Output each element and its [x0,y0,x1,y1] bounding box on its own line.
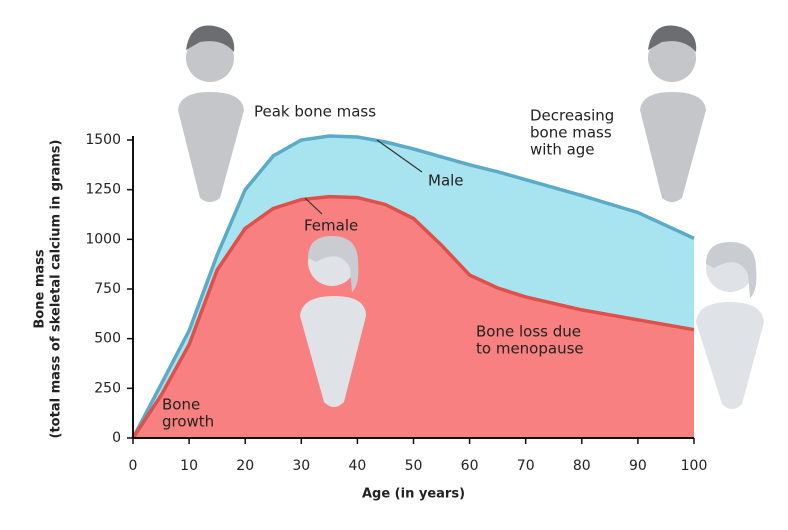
x-tick-label: 30 [292,458,310,474]
annotation: to menopause [476,340,584,358]
x-tick-label: 10 [180,458,198,474]
y-tick-label: 0 [112,430,121,446]
annotation: Peak bone mass [254,103,376,121]
annotation: with age [530,141,595,159]
series-label: Female [304,217,358,235]
female-figure-center [300,236,366,407]
plot [127,134,695,444]
male-figure-right [640,25,706,202]
series-line [131,194,695,439]
series-line [131,134,695,439]
male-figure-left [178,25,244,202]
labels: 0 10 20 30 40 50 60 70 80 90 100025050075010001250… [33,103,708,502]
y-tick-label: 1500 [85,132,121,148]
y-axis-title-line: (total mass of skeletal calcium in grams… [49,140,64,439]
x-tick-label: 80 [573,458,591,474]
x-tick-label: 20 [236,458,254,474]
annotation: Bone loss due [476,323,581,341]
annotation: growth [162,413,214,431]
y-tick-label: 250 [94,380,121,396]
series-label: Male [428,172,464,190]
y-tick-label: 500 [94,331,121,347]
x-tick-label: 40 [348,458,366,474]
x-tick-label: 0 [129,458,138,474]
female-figure-right [696,242,764,409]
y-tick-label: 750 [94,281,121,297]
y-axis-title-line: Bone mass [33,249,48,328]
y-axis-title: Bone mass (total mass of skeletal calcium… [33,140,64,439]
area-fill [133,196,694,438]
annotation: Decreasing [530,107,614,125]
x-tick-label: 90 [629,458,647,474]
annotation: bone mass [530,124,612,142]
x-tick-label: 60 [461,458,479,474]
annotation: Bone [162,396,200,414]
x-tick-label: 100 [681,458,708,474]
x-tick-label: 50 [405,458,423,474]
leader-line [376,139,423,173]
leader-line [304,197,323,215]
y-tick-label: 1000 [85,231,121,247]
x-tick-label: 70 [517,458,535,474]
x-axis-title: Age (in years) [362,487,465,502]
y-tick-label: 1250 [85,182,121,198]
